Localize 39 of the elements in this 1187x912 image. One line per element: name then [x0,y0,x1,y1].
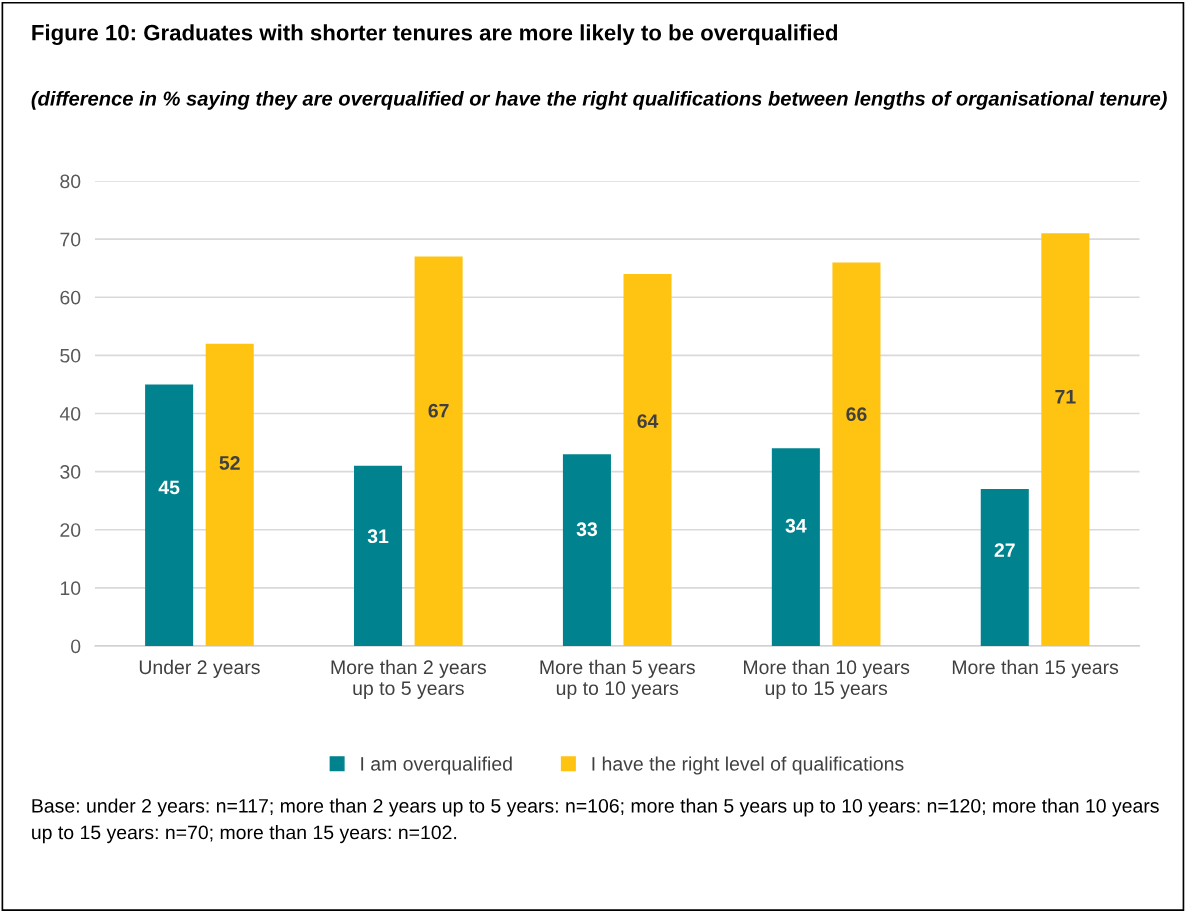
data-label: 71 [1055,390,1076,404]
y-tick-label: 20 [60,523,81,537]
chart-subtitle: (difference in % saying they are overqualified or have the right qualifications between lengths of organisational tenure) [31,90,1167,110]
x-tick-label: Under 2 years [139,659,260,678]
y-tick-label: 30 [60,465,81,479]
y-tick-label: 0 [71,639,81,654]
y-tick-label: 50 [60,348,81,363]
data-label: 31 [367,529,389,544]
data-label: 66 [846,407,867,422]
legend-label: I am overqualified [361,756,512,775]
bar [771,448,820,646]
x-tick-label: More than 15 years [952,659,1119,678]
data-label: 67 [428,403,449,418]
bar [980,489,1029,646]
text: Base: under 2 years: n=117; more than 2 years up to 5 years: n=106; more than 5 years up to 10 years: n=120; more than 10 years up to 15 years: n=70; more than 15 years: n=102. [32,798,1159,844]
legend-label: I have the right level of qualifications [592,756,904,775]
bar [414,256,463,646]
y-tick-label: 70 [60,232,81,247]
data-label: 52 [219,456,240,470]
x-tick-label: More than 2 years up to 5 years [331,659,486,699]
x-tick-label: More than 5 years up to 10 years [540,659,695,699]
data-label: 27 [994,543,1015,557]
bar [354,465,403,646]
y-tick-label: 40 [59,406,81,421]
bar [205,343,254,646]
bar [832,262,881,646]
data-label: 45 [158,480,180,495]
x-tick-label: More than 10 years up to 15 years [743,659,910,699]
bar [1041,233,1090,646]
bar [562,454,611,646]
y-tick-label: 10 [60,581,81,596]
y-tick-label: 60 [60,290,81,305]
bar [145,384,194,646]
chart-title: Figure 10: Graduates with shorter tenures are more likely to be overqualified [32,24,838,46]
data-label: 34 [785,518,807,533]
y-tick-label: 80 [60,174,81,189]
data-label: 33 [576,522,598,537]
data-label: 64 [637,414,659,429]
bar [623,274,672,646]
